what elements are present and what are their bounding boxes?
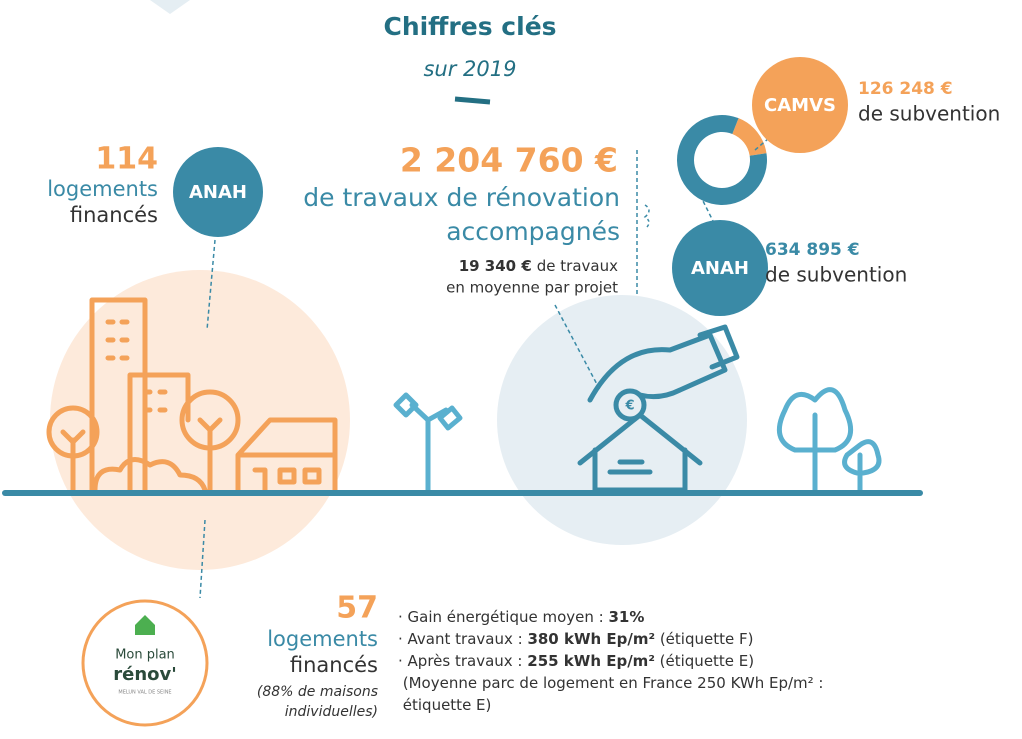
city-illustration — [46, 297, 338, 493]
bullet-bold: 380 kWh Ep/m² — [527, 630, 655, 648]
average-text: en moyenne par projet — [446, 279, 618, 297]
label: financés — [70, 203, 158, 227]
connector — [206, 239, 216, 331]
amount: 126 248 € — [858, 79, 953, 99]
bullets: · Gain énergétique moyen : 31% · Avant tr… — [398, 608, 824, 714]
dash — [454, 96, 491, 105]
text: de subvention — [858, 102, 1000, 126]
title: Chiffres clés — [383, 12, 556, 41]
logo-text: rénov' — [113, 664, 177, 685]
connector — [199, 519, 206, 599]
lamp-illustration — [393, 392, 463, 493]
bullet-suffix: (étiquette E) — [655, 652, 754, 670]
badge — [173, 147, 263, 237]
bullet-prefix: · Après travaux : — [398, 652, 527, 670]
badge-text: ANAH — [691, 258, 749, 279]
text: de subvention — [765, 263, 907, 287]
logo-circle — [81, 599, 209, 727]
text: accompagnés — [446, 217, 620, 246]
tab — [150, 0, 190, 14]
trees-illustration — [776, 387, 882, 493]
brace — [643, 204, 650, 230]
logo-text: Mon plan — [115, 648, 175, 663]
connector — [699, 194, 716, 226]
badge — [672, 220, 768, 316]
badge-text: ANAH — [189, 182, 247, 203]
bullet-prefix: étiquette E) — [398, 696, 491, 714]
label: logements — [47, 177, 158, 201]
bullet-bold: 31% — [608, 608, 644, 626]
note: (88% de maisons — [257, 684, 378, 700]
average-value: 19 340 € — [459, 257, 532, 275]
bullet-suffix: (étiquette F) — [655, 630, 753, 648]
label: logements — [267, 627, 378, 651]
donut — [677, 115, 768, 206]
euro-icon: € — [624, 399, 634, 414]
badge — [752, 57, 848, 153]
badge-text: CAMVS — [764, 95, 836, 116]
bullet-prefix: (Moyenne parc de logement en France 250 … — [398, 674, 824, 692]
note: individuelles) — [285, 704, 378, 720]
bullet: · Gain énergétique moyen : 31% — [398, 608, 644, 626]
donut-segment — [732, 118, 767, 156]
average-text: de travaux — [537, 257, 618, 275]
connector — [554, 304, 601, 391]
amount: 2 204 760 € — [400, 141, 618, 180]
donut-segment — [677, 115, 768, 206]
average: 19 340 € de travaux — [459, 257, 618, 275]
bullet-bold: 255 kWh Ep/m² — [527, 652, 655, 670]
bullet-prefix: · Avant travaux : — [398, 630, 527, 648]
subtitle: sur 2019 — [423, 57, 516, 81]
bullet: (Moyenne parc de logement en France 250 … — [398, 674, 824, 692]
bullet: · Avant travaux : 380 kWh Ep/m² (étiquet… — [398, 630, 753, 648]
label: financés — [290, 653, 378, 677]
logo-text: MELUN VAL DE SEINE — [118, 690, 171, 696]
amount: 634 895 € — [765, 240, 860, 260]
bullet-prefix: · Gain énergétique moyen : — [398, 608, 608, 626]
bullet: étiquette E) — [398, 696, 491, 714]
bullet: · Après travaux : 255 kWh Ep/m² (étiquet… — [398, 652, 754, 670]
text: de travaux de rénovation — [303, 183, 620, 212]
count: 57 — [336, 591, 378, 626]
logo-house — [135, 615, 155, 635]
count: 114 — [95, 142, 158, 177]
